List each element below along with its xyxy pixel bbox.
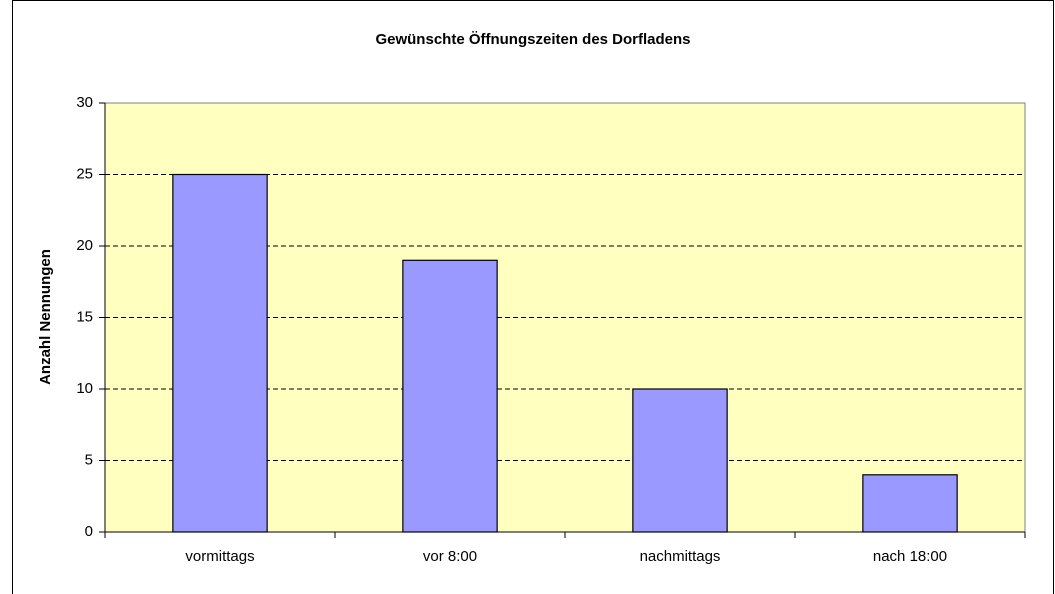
y-tick-label: 25: [76, 165, 93, 182]
x-tick-label: nach 18:00: [873, 548, 947, 565]
x-tick-label: vor 8:00: [423, 548, 477, 565]
y-tick-label: 0: [85, 523, 93, 540]
bar: [172, 173, 268, 533]
y-tick-label: 20: [76, 237, 93, 254]
chart-title: Gewünschte Öffnungszeiten des Dorfladens: [375, 31, 690, 48]
y-axis-label: Anzahl Nennungen: [37, 249, 54, 385]
bar: [862, 474, 958, 533]
y-tick-label: 10: [76, 380, 93, 397]
x-tick-label: vormittags: [185, 548, 254, 565]
x-tick-label: nachmittags: [640, 548, 721, 565]
y-tick-label: 5: [85, 451, 93, 468]
y-tick-label: 30: [76, 94, 93, 111]
bar: [402, 259, 498, 533]
y-tick-label: 15: [76, 308, 93, 325]
bar: [632, 388, 728, 533]
